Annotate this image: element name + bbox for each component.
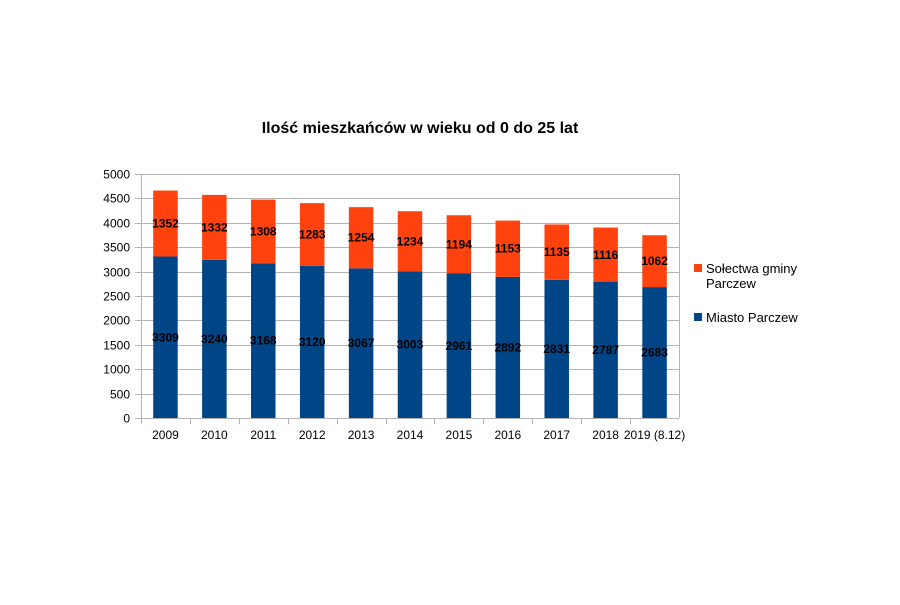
bar-segment-miasto <box>299 265 325 418</box>
data-label-miasto: 2961 <box>446 339 473 353</box>
data-label-miasto: 3240 <box>201 332 228 346</box>
data-label-solectwa: 1234 <box>397 234 424 248</box>
legend-label: Parczew <box>706 276 756 291</box>
legend-label: Sołectwa gminy <box>706 261 798 276</box>
bar-segment-miasto <box>446 273 472 418</box>
y-tick-label: 3000 <box>103 266 130 280</box>
bar-segment-solectwa <box>153 190 178 257</box>
bar-segment-miasto <box>397 271 423 418</box>
y-tick-label: 500 <box>110 388 130 402</box>
data-label-solectwa: 1116 <box>593 248 619 262</box>
x-tick-label: 2011 <box>250 428 276 442</box>
bar-segment-solectwa <box>397 211 423 272</box>
data-label-miasto: 3120 <box>299 335 326 349</box>
bar-segment-miasto <box>153 256 178 418</box>
x-tick-label: 2012 <box>299 428 326 442</box>
bar-segment-solectwa <box>593 227 618 282</box>
axes: 0 500 1000 1500 2000 2500 3000 3500 4000 4500 5000… <box>103 168 685 443</box>
x-tick-label: 2010 <box>201 428 228 442</box>
data-label-miasto: 3309 <box>152 330 179 344</box>
data-label-miasto: 2683 <box>641 346 668 360</box>
bar-segment-miasto <box>495 276 521 418</box>
data-labels: 3309 1352 3240 1332 3168 1308 3120 1283 3067 1254… <box>152 217 668 360</box>
x-tick-label: 2013 <box>348 428 375 442</box>
x-tick-label: 2015 <box>446 428 473 442</box>
x-tick-label: 2018 <box>592 428 619 442</box>
y-tick-label: 1000 <box>103 363 130 377</box>
bar-segment-miasto <box>348 268 374 418</box>
legend-swatch <box>694 264 702 272</box>
bar-segment-solectwa <box>202 194 227 260</box>
data-label-solectwa: 1352 <box>152 217 179 231</box>
bar-segment-miasto <box>251 263 276 418</box>
data-label-miasto: 3003 <box>397 338 424 352</box>
data-label-solectwa: 1308 <box>250 224 277 238</box>
data-label-solectwa: 1194 <box>446 237 472 251</box>
y-tick-label: 1500 <box>103 339 130 353</box>
bar-segment-solectwa <box>495 220 521 277</box>
data-label-solectwa: 1283 <box>299 227 326 241</box>
data-label-solectwa: 1332 <box>201 220 228 234</box>
bar-segment-solectwa <box>642 235 667 288</box>
legend-swatch <box>694 313 702 321</box>
bars <box>153 190 667 418</box>
y-tick-label: 2500 <box>103 290 130 304</box>
data-label-miasto: 2892 <box>494 340 521 354</box>
bar-segment-miasto <box>642 287 667 418</box>
x-tick-label: 2017 <box>543 428 570 442</box>
data-label-miasto: 3168 <box>250 334 277 348</box>
data-label-solectwa: 1153 <box>495 242 521 256</box>
y-tick-label: 2000 <box>103 314 130 328</box>
y-tick-label: 4500 <box>103 192 130 206</box>
y-tick-label: 0 <box>123 412 130 426</box>
bar-segment-miasto <box>202 259 227 418</box>
data-label-miasto: 2787 <box>592 343 619 357</box>
x-tick-label: 2009 <box>152 428 179 442</box>
y-tick-label: 5000 <box>103 168 130 182</box>
bar-segment-solectwa <box>251 199 276 264</box>
bar-segment-miasto <box>593 281 618 418</box>
bar-segment-solectwa <box>446 215 472 274</box>
chart-title: Ilość mieszkańców w wieku od 0 do 25 lat <box>262 120 579 137</box>
x-tick-label: 2016 <box>494 428 521 442</box>
x-tick-label: 2014 <box>397 428 424 442</box>
bar-segment-solectwa <box>348 207 374 269</box>
y-tick-label: 4000 <box>103 217 130 231</box>
legend-label: Miasto Parczew <box>706 310 798 325</box>
data-label-solectwa: 1135 <box>544 245 570 259</box>
x-tick-label: 2019 (8.12) <box>624 428 685 442</box>
bar-segment-solectwa <box>544 224 569 280</box>
data-label-miasto: 3067 <box>348 336 375 350</box>
y-tick-label: 3500 <box>103 241 130 255</box>
data-label-solectwa: 1254 <box>348 231 375 245</box>
data-label-solectwa: 1062 <box>641 254 668 268</box>
bar-segment-miasto <box>544 279 569 418</box>
data-label-miasto: 2831 <box>543 342 570 356</box>
bar-segment-solectwa <box>299 203 325 266</box>
